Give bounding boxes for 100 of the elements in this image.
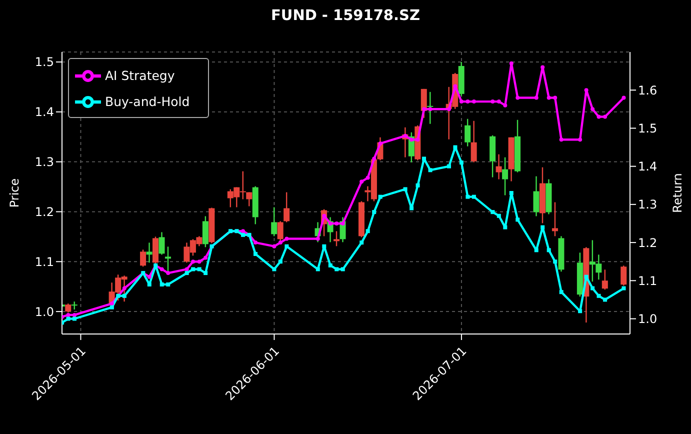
point: [110, 302, 114, 306]
point: [360, 240, 364, 245]
point: [534, 248, 538, 252]
point: [191, 267, 196, 272]
point: [490, 210, 495, 214]
point: [410, 206, 414, 210]
y-tick-label: 1.2: [34, 204, 54, 219]
point: [416, 138, 420, 142]
point: [328, 263, 332, 268]
point: [372, 156, 376, 161]
chart-title: FUND - 159178.SZ: [270, 8, 421, 24]
point: [472, 194, 476, 199]
point: [66, 312, 70, 317]
point: [559, 290, 564, 294]
candlestick: [464, 118, 471, 147]
point: [378, 141, 382, 146]
point: [534, 96, 538, 100]
point: [110, 305, 114, 310]
y-tick-label: 1.0: [34, 304, 54, 319]
point: [147, 274, 152, 279]
point: [472, 100, 476, 104]
point: [446, 164, 451, 168]
point: [366, 229, 370, 234]
candlestick: [271, 206, 278, 237]
point: [284, 244, 289, 248]
candlestick: [140, 249, 146, 268]
y2-tick-label: 1.3: [638, 198, 658, 212]
candlestick: [496, 154, 502, 180]
point: [334, 221, 339, 226]
point: [446, 107, 451, 112]
candlestick: [284, 192, 290, 223]
point: [490, 100, 495, 104]
candlestick: [427, 91, 434, 124]
point: [422, 156, 426, 161]
point: [197, 260, 202, 264]
point: [184, 267, 189, 272]
point: [316, 236, 320, 241]
point: [253, 240, 258, 245]
candlestick: [533, 176, 540, 217]
point: [191, 260, 196, 264]
point: [622, 286, 626, 290]
point: [160, 282, 164, 286]
point: [272, 244, 276, 248]
y-tick-label: 1.3: [34, 155, 54, 170]
candlestick: [602, 269, 608, 290]
y2-axis-title: Return: [670, 173, 684, 213]
point: [403, 187, 408, 192]
point: [578, 309, 582, 314]
point: [503, 103, 508, 108]
point: [603, 298, 608, 302]
point: [122, 294, 126, 298]
candlestick: [502, 156, 508, 196]
point: [328, 221, 332, 226]
point: [122, 286, 126, 290]
point: [204, 256, 208, 260]
point: [416, 183, 420, 188]
candlestick: [470, 120, 477, 163]
y2-tick-label: 1.2: [638, 236, 658, 250]
candlestick: [246, 192, 252, 207]
point: [272, 267, 276, 272]
point: [553, 260, 558, 264]
point: [622, 96, 626, 100]
point: [540, 225, 545, 230]
point: [284, 236, 289, 241]
point: [590, 286, 595, 290]
point: [590, 107, 595, 112]
point: [459, 100, 464, 104]
candlestick: [158, 232, 165, 256]
point: [166, 282, 170, 286]
point: [540, 65, 545, 70]
y2-tick-label: 1.5: [638, 121, 658, 136]
point: [584, 274, 588, 279]
point: [72, 312, 76, 317]
legend-label: Buy-and-Hold: [105, 94, 190, 109]
point: [428, 107, 432, 112]
point: [322, 244, 326, 248]
point: [278, 240, 282, 245]
point: [378, 194, 382, 199]
point: [503, 225, 508, 230]
point: [66, 316, 70, 321]
point: [466, 100, 470, 104]
point: [241, 229, 246, 234]
point: [334, 267, 339, 272]
point: [160, 267, 164, 272]
point: [340, 267, 345, 272]
point: [559, 138, 564, 142]
point: [459, 160, 464, 165]
candlestick: [334, 230, 340, 247]
point: [428, 168, 432, 172]
point: [596, 294, 601, 298]
candlestick: [552, 202, 558, 237]
point: [410, 138, 414, 142]
point: [166, 271, 170, 276]
y2-tick-label: 1.4: [638, 160, 658, 174]
y-axis-title: Price: [7, 178, 22, 208]
point: [546, 248, 551, 252]
point: [516, 96, 520, 100]
point: [360, 180, 364, 184]
point: [553, 96, 558, 100]
legend-label: AI Strategy: [105, 68, 175, 83]
